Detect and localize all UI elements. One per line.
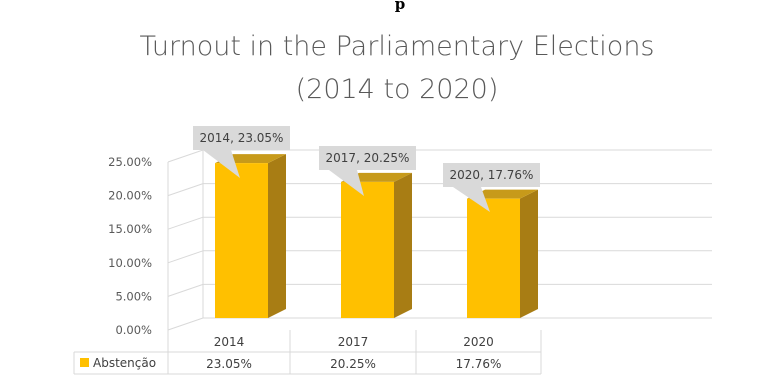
gridline-side (167, 149, 204, 163)
top-text-fragment: p (395, 0, 406, 13)
gridline-side (167, 183, 204, 197)
legend-series-name: Abstenção (93, 356, 156, 370)
y-axis: 0.00% 5.00% 10.00% 15.00% 20.00% 25.00% (108, 155, 152, 337)
x-category-label: 2017 (338, 335, 369, 349)
gridline-side (167, 283, 204, 297)
callout-box (193, 126, 290, 150)
y-tick-label: 5.00% (115, 289, 152, 303)
bar (215, 163, 268, 318)
bar (341, 181, 394, 318)
y-tick-label: 0.00% (115, 323, 152, 337)
callout-pointer (329, 170, 364, 196)
x-category-label: 2014 (214, 335, 245, 349)
callout-pointer (453, 187, 490, 212)
y-tick-label: 25.00% (108, 155, 152, 169)
bar (467, 198, 520, 318)
data-label: 2020, 17.76% (450, 168, 534, 182)
legend-swatch (80, 358, 89, 367)
y-tick-label: 20.00% (108, 189, 152, 203)
x-category-label: 2020 (463, 335, 494, 349)
chart-title-line-2: (2014 to 2020) (296, 74, 499, 105)
gridline-side (167, 216, 204, 230)
callout-pointer (203, 150, 240, 178)
callout-box (443, 163, 540, 187)
y-tick-label: 15.00% (108, 222, 152, 236)
data-table: 2014 23.05% 2017 20.25% 2020 17.76% Abstenção (73, 330, 542, 375)
bar-side (520, 189, 538, 318)
callout-box (319, 146, 416, 170)
data-label: 2017, 20.25% (326, 151, 410, 165)
gridline-side (167, 317, 204, 331)
bars (215, 154, 538, 318)
bar-side (394, 172, 412, 318)
y-tick-label: 10.00% (108, 256, 152, 270)
chart-title-line-1: Turnout in the Parliamentary Elections (139, 31, 654, 62)
bar-top (467, 189, 538, 199)
gridline-side (167, 250, 204, 264)
bar-side (268, 154, 286, 318)
table-value: 20.25% (330, 357, 376, 371)
data-label-callouts: 2014, 23.05% 2017, 20.25% 2020, 17.76% (193, 126, 540, 212)
data-label: 2014, 23.05% (200, 131, 284, 145)
table-value: 17.76% (456, 357, 502, 371)
table-value: 23.05% (206, 357, 252, 371)
